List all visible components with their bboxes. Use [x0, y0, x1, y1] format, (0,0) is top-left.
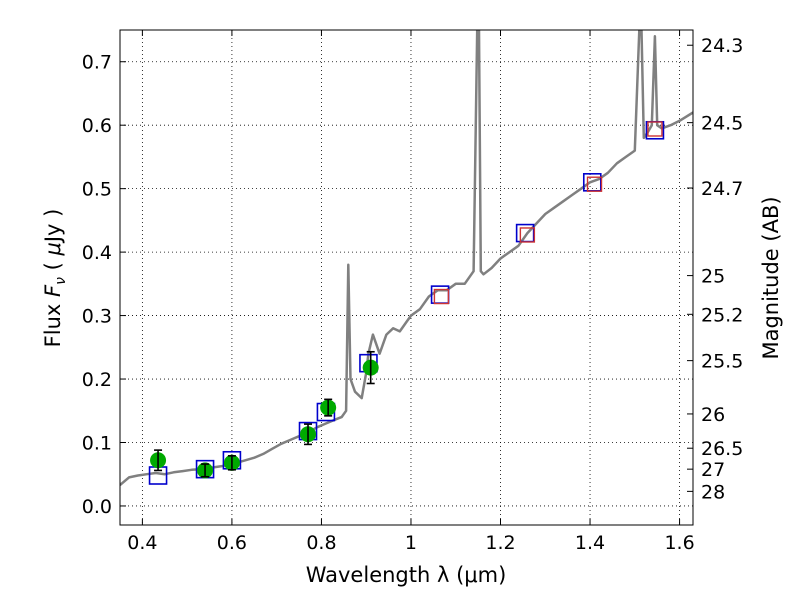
- right-tick-label-8: 27: [701, 459, 725, 481]
- y-axis-ticks: 0.0 0.1 0.2 0.3 0.4 0.5 0.6 0.7: [82, 52, 126, 518]
- y-tick-label-3: 0.3: [82, 306, 112, 328]
- x-tick-label-4: 1.2: [485, 532, 515, 554]
- x-tick-label-2: 0.8: [306, 532, 336, 554]
- right-tick-label-7: 26.5: [701, 438, 743, 460]
- model-photometry-layer: [148, 120, 665, 485]
- model-photometry-point-7: [515, 223, 535, 243]
- model-spectrum-layer: [120, 30, 693, 486]
- right-tick-label-0: 24.3: [701, 35, 743, 57]
- right-tick-label-4: 25.2: [701, 304, 743, 326]
- x-tick-label-6: 1.6: [664, 532, 694, 554]
- right-tick-label-5: 25.5: [701, 351, 743, 373]
- grid: [120, 30, 693, 525]
- right-tick-label-1: 24.5: [701, 113, 743, 135]
- right-axis-title: Magnitude (AB): [759, 196, 783, 359]
- right-tick-label-9: 28: [701, 481, 725, 503]
- y-tick-label-5: 0.5: [82, 179, 112, 201]
- x-tick-label-1: 0.6: [217, 532, 247, 554]
- y-tick-label-6: 0.6: [82, 115, 112, 137]
- plot-frame: [119, 29, 694, 526]
- y-tick-label-1: 0.1: [82, 433, 112, 455]
- observed-flux-layer: [150, 350, 379, 479]
- y-axis-title: Flux Fν ( μJy ): [41, 209, 69, 348]
- right-tick-label-3: 25: [701, 266, 725, 288]
- y-tick-label-2: 0.2: [82, 369, 112, 391]
- x-axis-title: Wavelength λ (μm): [306, 563, 507, 587]
- upper-limits-layer: [433, 121, 663, 305]
- right-tick-label-2: 24.7: [701, 178, 743, 200]
- upper-limit-point-0: [433, 288, 450, 305]
- x-axis-ticks: 0.4 0.6 0.8 1 1.2 1.4 1.6: [127, 30, 695, 554]
- y-tick-label-4: 0.4: [82, 242, 112, 264]
- y-tick-label-0: 0.0: [82, 496, 112, 518]
- y-tick-label-7: 0.7: [82, 52, 112, 74]
- upper-limit-point-2: [586, 176, 603, 192]
- x-tick-label-0: 0.4: [127, 532, 157, 554]
- upper-limit-point-3: [647, 121, 663, 137]
- x-tick-label-5: 1.4: [575, 532, 605, 554]
- right-tick-label-6: 26: [701, 404, 725, 426]
- model-spectrum-line: [120, 30, 693, 486]
- upper-limit-point-1: [519, 227, 536, 243]
- x-tick-label-3: 1: [405, 532, 417, 554]
